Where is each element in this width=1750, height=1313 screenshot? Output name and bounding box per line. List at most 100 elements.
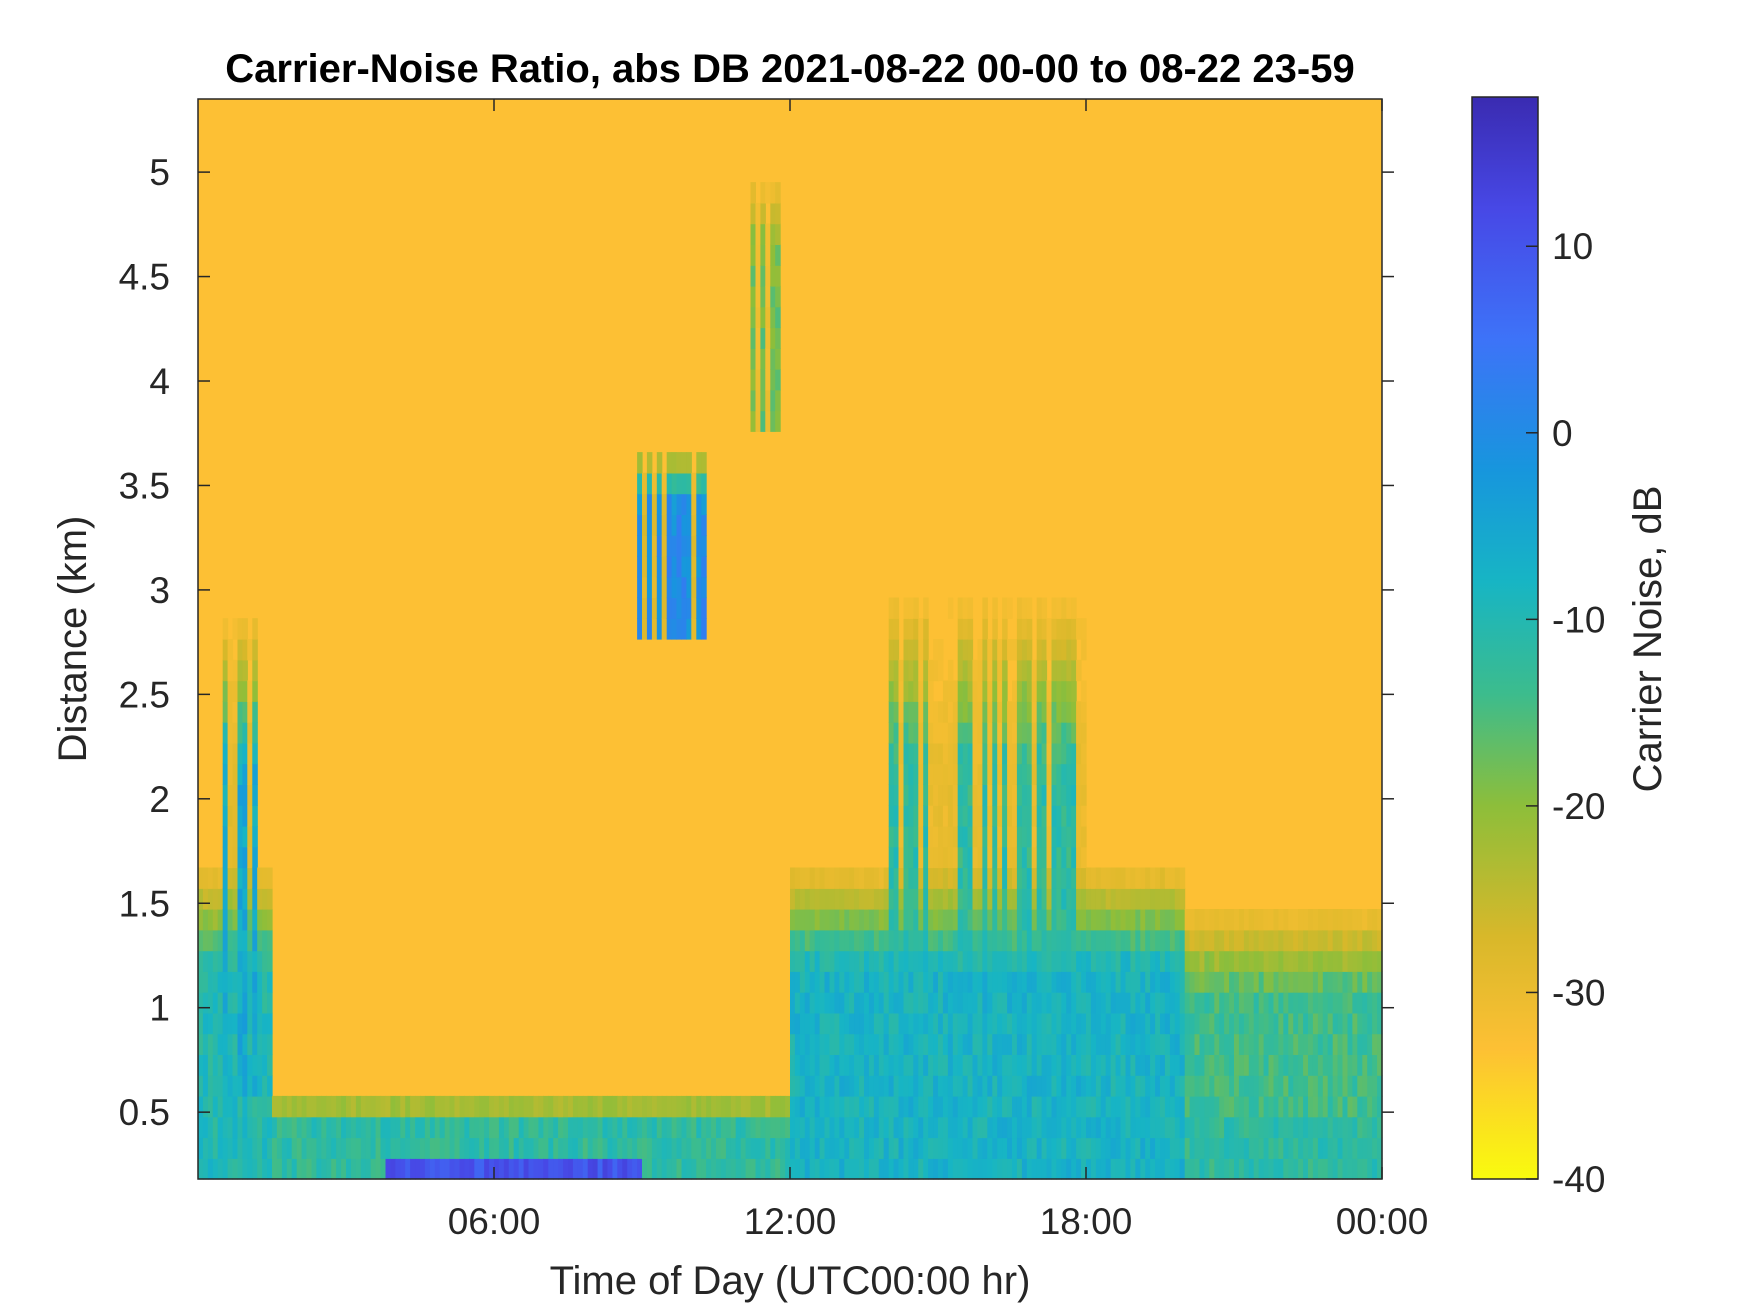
heatmap-cell xyxy=(198,1033,204,1055)
heatmap-cell xyxy=(666,1116,673,1139)
heatmap-cell xyxy=(1332,929,1339,952)
heatmap-cell xyxy=(1090,1158,1097,1180)
heatmap-cell xyxy=(1026,1116,1033,1139)
heatmap-cell xyxy=(1076,825,1082,848)
heatmap-cell xyxy=(1263,971,1270,993)
heatmap-cell xyxy=(839,1033,845,1055)
heatmap-cell xyxy=(1081,888,1087,910)
heatmap-cell xyxy=(420,1116,426,1139)
heatmap-cell xyxy=(1377,950,1383,972)
heatmap-cell xyxy=(1283,992,1289,1014)
heatmap-cell xyxy=(390,1116,396,1139)
heatmap-cell xyxy=(938,950,944,972)
heatmap-cell xyxy=(834,992,840,1014)
heatmap-cell xyxy=(1164,909,1171,931)
heatmap-cell xyxy=(1238,1075,1245,1097)
heatmap-cell xyxy=(1095,1116,1102,1139)
heatmap-cell xyxy=(1303,1116,1309,1139)
heatmap-cell xyxy=(873,971,880,993)
colorbar-tick-label: 10 xyxy=(1552,226,1593,267)
heatmap-cell xyxy=(972,1095,978,1118)
heatmap-cell xyxy=(1209,1116,1215,1139)
heatmap-cell xyxy=(1243,1095,1250,1118)
heatmap-cell xyxy=(977,971,983,993)
heatmap-cell xyxy=(661,535,668,557)
heatmap-cell xyxy=(306,1116,312,1139)
heatmap-cell xyxy=(928,1116,934,1139)
heatmap-cell xyxy=(755,1095,761,1118)
heatmap-cell xyxy=(933,659,939,682)
heatmap-cell xyxy=(701,597,707,619)
heatmap-cell xyxy=(1130,1158,1136,1180)
heatmap-cell xyxy=(1090,971,1097,993)
heatmap-cell xyxy=(1248,992,1255,1014)
heatmap-cell xyxy=(1086,909,1092,931)
heatmap-cell xyxy=(918,950,924,972)
heatmap-cell xyxy=(1125,971,1131,993)
heatmap-cell xyxy=(1238,1095,1245,1118)
heatmap-cell xyxy=(459,1116,465,1139)
heatmap-cell xyxy=(646,493,653,515)
heatmap-cell xyxy=(651,493,658,515)
heatmap-cell xyxy=(1071,867,1077,889)
heatmap-cell xyxy=(1214,1012,1220,1035)
heatmap-cell xyxy=(661,472,668,495)
heatmap-cell xyxy=(1164,971,1171,993)
heatmap-cell xyxy=(1352,1033,1358,1055)
heatmap-cell xyxy=(1263,909,1270,931)
heatmap-cell xyxy=(1243,992,1250,1014)
heatmap-cell xyxy=(928,1012,934,1035)
heatmap-cell xyxy=(681,452,687,474)
heatmap-cell xyxy=(247,1095,253,1118)
heatmap-cell xyxy=(1322,1116,1329,1139)
heatmap-cell xyxy=(903,1033,909,1055)
heatmap-cell xyxy=(1179,950,1186,972)
heatmap-cell xyxy=(671,597,678,619)
heatmap-cell xyxy=(834,867,840,889)
heatmap-cell xyxy=(237,1033,243,1055)
heatmap-cell xyxy=(868,950,875,972)
heatmap-cell xyxy=(252,971,258,993)
heatmap-cell xyxy=(893,888,900,910)
heatmap-cell xyxy=(1362,1033,1368,1055)
heatmap-cell xyxy=(1016,888,1023,910)
heatmap-cell xyxy=(1002,909,1008,931)
heatmap-cell xyxy=(760,348,766,370)
heatmap-cell xyxy=(898,846,904,869)
heatmap-cell xyxy=(666,555,673,578)
heatmap-cell xyxy=(1372,1033,1378,1055)
heatmap-cell xyxy=(1036,639,1043,661)
heatmap-cell xyxy=(859,1158,865,1180)
heatmap-cell xyxy=(1253,1054,1260,1076)
heatmap-cell xyxy=(923,992,929,1014)
heatmap-cell xyxy=(1041,825,1048,848)
heatmap-cell xyxy=(587,1095,594,1118)
heatmap-cell xyxy=(1016,971,1023,993)
heatmap-cell xyxy=(804,929,811,952)
heatmap-cell xyxy=(824,971,830,993)
heatmap-cell xyxy=(1312,950,1319,972)
heatmap-cell xyxy=(1056,1054,1062,1076)
heatmap-cell xyxy=(1140,1033,1146,1055)
heatmap-cell xyxy=(1189,992,1196,1014)
heatmap-cell xyxy=(868,971,875,993)
heatmap-cell xyxy=(612,1095,618,1118)
heatmap-cell xyxy=(844,1075,850,1097)
heatmap-cell xyxy=(592,1116,599,1139)
heatmap-cell xyxy=(301,1095,308,1118)
heatmap-cell xyxy=(1258,1158,1265,1180)
heatmap-cell xyxy=(1164,1158,1171,1180)
heatmap-cell xyxy=(257,867,263,889)
heatmap-cell xyxy=(957,950,964,972)
heatmap-cell xyxy=(484,1158,490,1180)
heatmap-cell xyxy=(257,1158,263,1180)
heatmap-cell xyxy=(1219,971,1225,993)
heatmap-cell xyxy=(706,1095,712,1118)
heatmap-cell xyxy=(908,742,914,765)
heatmap-cell xyxy=(1357,1054,1363,1076)
heatmap-cell xyxy=(972,950,978,972)
heatmap-cell xyxy=(252,784,258,806)
heatmap-cell xyxy=(247,825,253,848)
heatmap-cell xyxy=(390,1095,396,1118)
heatmap-cell xyxy=(933,950,939,972)
